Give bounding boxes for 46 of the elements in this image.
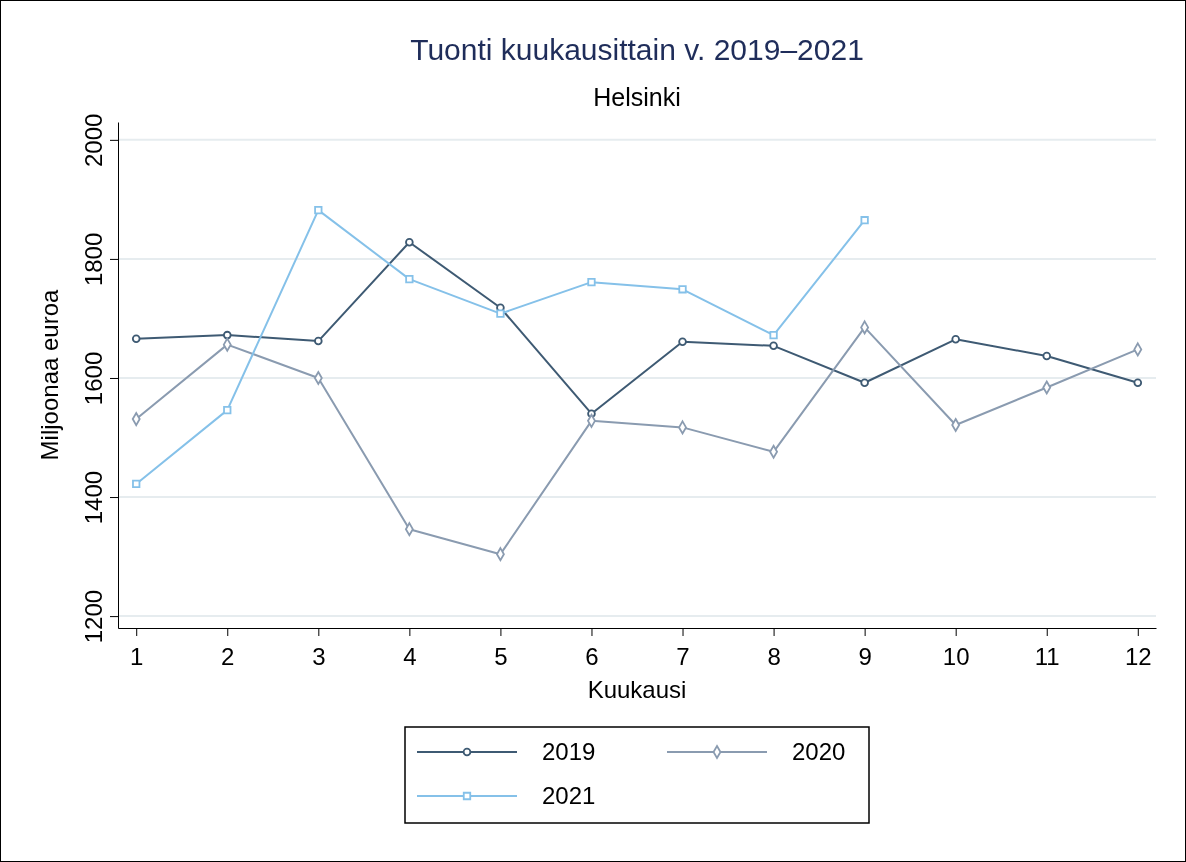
point: [131, 334, 141, 343]
point: [587, 277, 596, 287]
point: [314, 336, 323, 346]
y-tick-label: 1800: [80, 232, 108, 287]
point: [769, 330, 778, 340]
chart-title: Tuonti kuukausittain v. 2019–2021: [410, 33, 864, 66]
point: [405, 275, 414, 284]
x-axis-title: Kuukausi: [587, 676, 687, 703]
x-tick-label: 6: [585, 643, 599, 671]
point: [951, 418, 961, 432]
y-tick-label: 1400: [80, 470, 108, 525]
point: [951, 335, 960, 344]
point: [405, 237, 414, 247]
legend-label: 2020: [792, 738, 846, 766]
legend-label: 2021: [542, 782, 596, 810]
point: [313, 371, 323, 385]
x-tick-label: 12: [1124, 643, 1152, 671]
point: [678, 285, 687, 294]
point: [860, 378, 869, 388]
y-tick-label: 2000: [80, 113, 108, 168]
x-tick-label: 2: [221, 643, 235, 671]
y-axis-title: Miljoonaa euroa: [36, 288, 63, 461]
x-tick-label: 1: [130, 643, 144, 671]
point: [678, 337, 687, 346]
x-tick-label: 10: [942, 643, 970, 671]
point: [222, 330, 232, 340]
point: [769, 341, 778, 351]
point: [860, 216, 869, 225]
y-tick-label: 1200: [80, 589, 108, 644]
point: [314, 205, 323, 215]
x-tick-label: 7: [676, 643, 690, 671]
point: [1042, 351, 1052, 361]
point: [223, 405, 232, 415]
y-tick-label: 1600: [80, 351, 108, 406]
x-tick-label: 4: [403, 643, 417, 671]
point: [132, 479, 141, 489]
point: [131, 412, 141, 426]
x-tick-label: 5: [494, 643, 508, 671]
x-tick-label: 3: [312, 643, 326, 671]
x-tick-label: 11: [1034, 643, 1060, 671]
x-tick-label: 9: [858, 643, 872, 671]
legend-label: 2019: [542, 738, 596, 766]
point: [496, 309, 505, 318]
x-tick-label: 8: [767, 643, 781, 671]
chart-subtitle: Helsinki: [593, 83, 681, 111]
point: [1133, 378, 1143, 388]
